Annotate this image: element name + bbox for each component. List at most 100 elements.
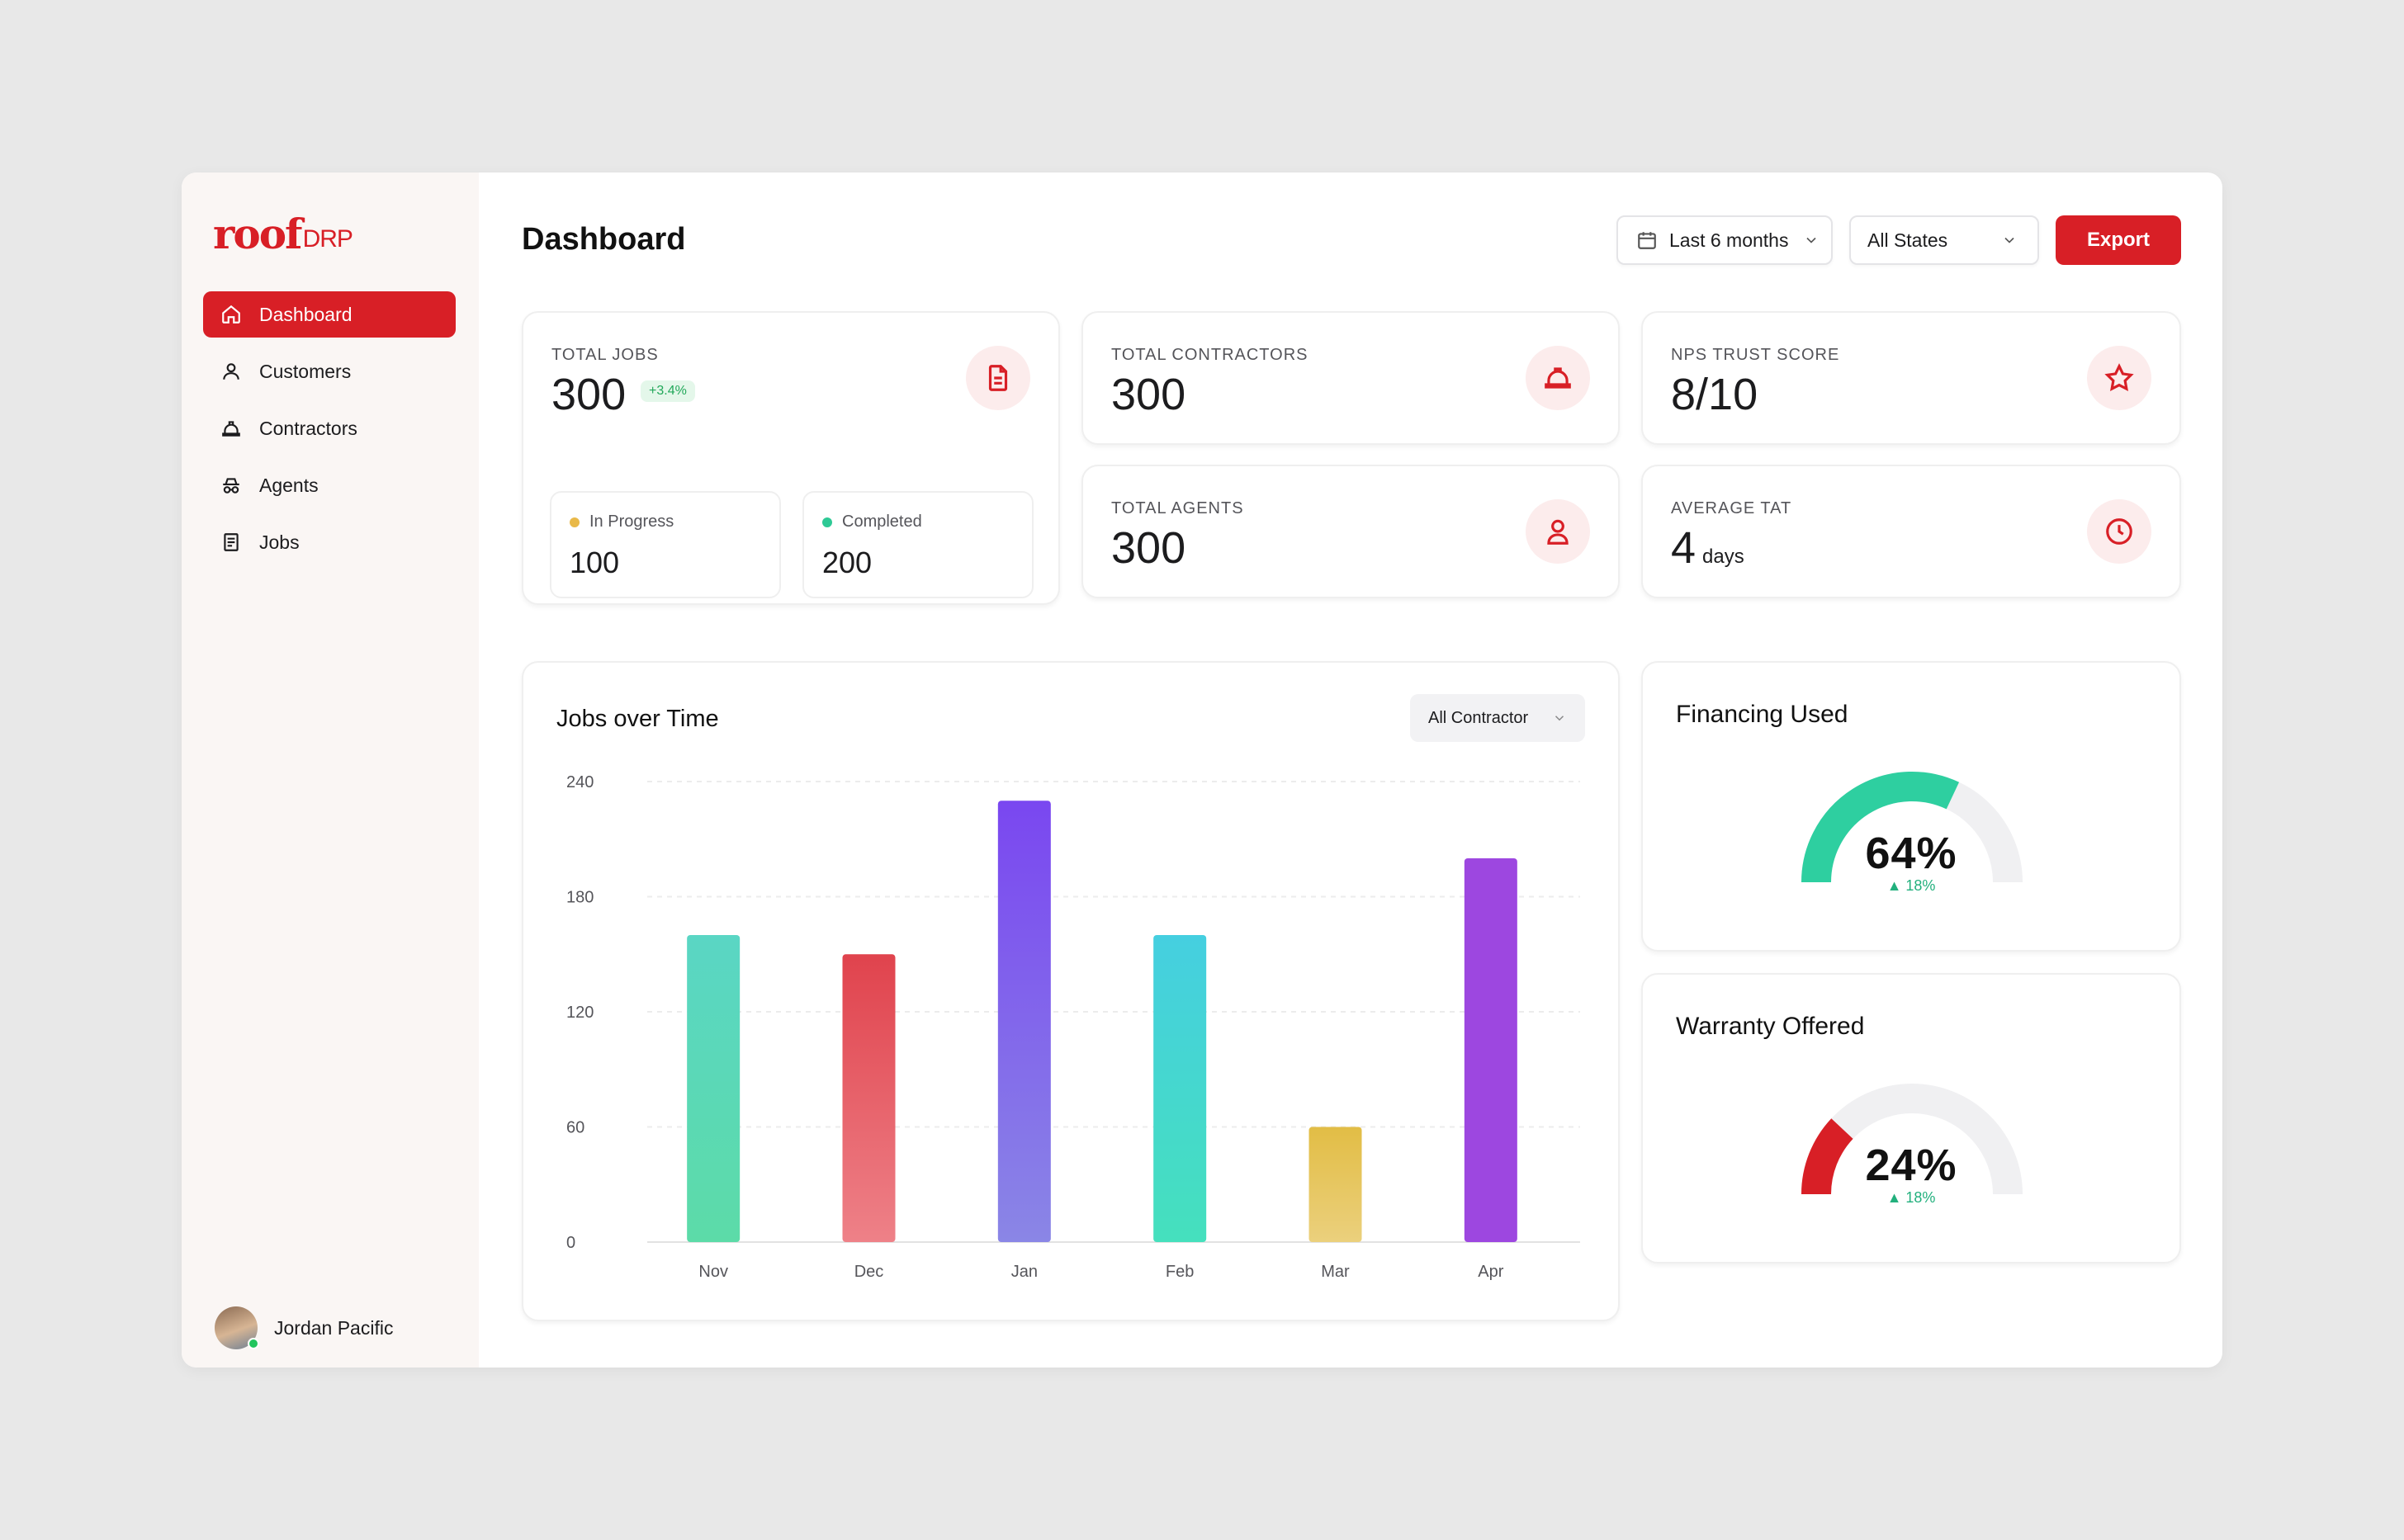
in-progress-value: 100 — [570, 546, 620, 579]
in-progress-card: In Progress 100 — [550, 491, 781, 598]
warranty-gauge — [1801, 1084, 2023, 1195]
home-icon — [220, 303, 243, 326]
user-name: Jordan Pacific — [274, 1316, 394, 1339]
logo-main: roof — [213, 210, 303, 258]
x-tick-label: Nov — [698, 1263, 728, 1281]
average-tat-card: AVERAGE TAT 4 days — [1641, 465, 2181, 598]
status-dot — [570, 517, 580, 527]
stat-value: 8/10 — [1671, 370, 1758, 419]
gauge-title: Financing Used — [1676, 701, 1848, 728]
status-dot — [822, 517, 832, 527]
star-icon — [2104, 363, 2134, 392]
export-button[interactable]: Export — [2056, 215, 2181, 265]
stat-label: NPS TRUST SCORE — [1671, 346, 1840, 364]
nps-card: NPS TRUST SCORE 8/10 — [1641, 311, 2181, 445]
bar-dec[interactable] — [842, 954, 896, 1242]
stat-value: 300 — [1111, 370, 1186, 419]
avatar — [215, 1306, 259, 1349]
chart-title: Jobs over Time — [556, 706, 719, 732]
stat-icon-wrap — [1526, 346, 1590, 410]
stat-icon-wrap — [966, 346, 1030, 410]
stat-label: TOTAL JOBS — [551, 346, 659, 364]
sidebar-item-label: Jobs — [259, 531, 300, 553]
chevron-down-icon — [1555, 716, 1564, 721]
x-tick-label: Feb — [1166, 1263, 1194, 1281]
completed-value: 200 — [822, 546, 873, 579]
gauge-delta-value: 18% — [1905, 877, 1936, 894]
gauge-fill — [1801, 772, 1960, 883]
sidebar-item-dashboard[interactable]: Dashboard — [203, 291, 456, 338]
stat-label: TOTAL CONTRACTORS — [1111, 346, 1308, 364]
document-icon — [988, 365, 1008, 391]
x-tick-label: Apr — [1478, 1263, 1503, 1281]
gauge-delta-value: 18% — [1905, 1189, 1936, 1206]
gauge-fill — [1801, 1118, 1853, 1195]
spy-icon — [220, 474, 243, 497]
tat-unit: days — [1702, 546, 1744, 568]
sidebar-item-label: Contractors — [259, 417, 357, 439]
y-tick-label: 240 — [566, 773, 594, 791]
x-tick-label: Mar — [1321, 1263, 1350, 1281]
bar-apr[interactable] — [1464, 858, 1517, 1242]
bar-mar[interactable] — [1308, 1127, 1362, 1243]
sidebar-item-customers[interactable]: Customers — [203, 348, 456, 394]
up-arrow-icon: ▲ — [1886, 1189, 1906, 1206]
x-tick-label: Dec — [854, 1263, 884, 1281]
bar-feb[interactable] — [1153, 935, 1207, 1242]
logo-sub: DRP — [302, 225, 353, 253]
sidebar-item-label: Dashboard — [259, 303, 353, 325]
y-tick-label: 0 — [566, 1234, 575, 1252]
warranty-card: Warranty Offered 24% ▲ 18% — [1641, 973, 2181, 1264]
stat-label: AVERAGE TAT — [1671, 499, 1792, 517]
chevron-down-icon — [1806, 237, 1816, 243]
total-contractors-card: TOTAL CONTRACTORS 300 — [1081, 311, 1620, 445]
brand-logo[interactable]: roof DRP — [213, 214, 353, 255]
sidebar-item-label: Customers — [259, 360, 352, 382]
x-tick-label: Jan — [1011, 1263, 1038, 1281]
date-range-value: Last 6 months — [1669, 229, 1789, 251]
gauge-title: Warranty Offered — [1676, 1013, 1865, 1040]
total-agents-card: TOTAL AGENTS 300 — [1081, 465, 1620, 598]
stat-value: 4 days — [1671, 522, 1744, 574]
sidebar-item-agents[interactable]: Agents — [203, 462, 456, 508]
contractor-filter-select[interactable]: All Contractor — [1410, 694, 1585, 742]
gauge-value: 24% — [1865, 1141, 1957, 1190]
contractor-filter-value: All Contractor — [1428, 708, 1529, 727]
total-jobs-card: TOTAL JOBS 300 +3.4% In Progress 100 Com… — [522, 311, 1060, 605]
tat-value: 4 — [1671, 523, 1697, 573]
document-icon — [220, 531, 243, 554]
bar-jan[interactable] — [997, 801, 1051, 1242]
hardhat-icon — [1545, 367, 1571, 389]
sidebar-item-label: Agents — [259, 474, 319, 496]
calendar-icon — [1638, 232, 1656, 249]
completed-label: Completed — [842, 513, 922, 531]
sidebar-nav: Dashboard Customers Contractors Agents — [203, 291, 456, 576]
chevron-down-icon — [2004, 237, 2014, 243]
in-progress-label: In Progress — [589, 513, 674, 531]
y-tick-label: 180 — [566, 889, 594, 907]
sidebar: roof DRP Dashboard Customers Contract — [182, 172, 479, 1368]
state-value: All States — [1867, 229, 1948, 251]
financing-gauge — [1801, 772, 2023, 883]
user-icon — [1547, 519, 1569, 545]
y-tick-label: 60 — [566, 1119, 584, 1137]
bar-nov[interactable] — [687, 935, 741, 1242]
user-profile[interactable]: Jordan Pacific — [215, 1306, 393, 1349]
state-select[interactable]: All States — [1849, 215, 2039, 265]
page-title: Dashboard — [522, 222, 686, 257]
sidebar-item-jobs[interactable]: Jobs — [203, 519, 456, 565]
date-range-select[interactable]: Last 6 months — [1616, 215, 1833, 265]
stat-icon-wrap — [2087, 499, 2151, 564]
sidebar-item-contractors[interactable]: Contractors — [203, 405, 456, 451]
stat-value: 300 — [551, 370, 627, 419]
completed-card: Completed 200 — [802, 491, 1034, 598]
financing-card: Financing Used 64% ▲ 18% — [1641, 661, 2181, 952]
completed-label-row: Completed — [822, 513, 922, 531]
hardhat-icon — [220, 417, 243, 440]
app-window: roof DRP Dashboard Customers Contract — [182, 172, 2222, 1368]
bar-chart: 0 60 120 180 240 Nov Dec Jan Feb Mar Apr — [566, 773, 1580, 1281]
clock-icon — [2106, 518, 2132, 545]
in-progress-label-row: In Progress — [570, 513, 674, 531]
user-icon — [220, 360, 243, 383]
gauge-delta: ▲ 18% — [1643, 877, 2179, 895]
